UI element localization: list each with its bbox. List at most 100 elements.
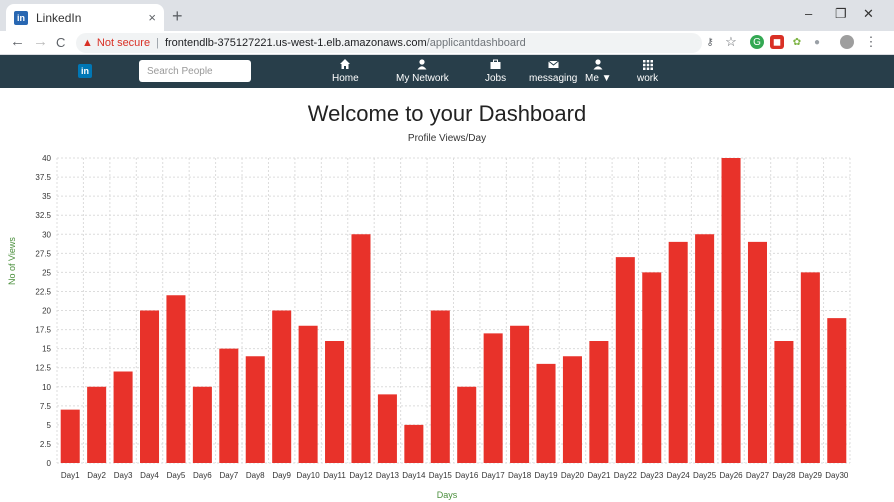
- nav-messaging[interactable]: messaging: [529, 58, 577, 84]
- x-tick-label: Day4: [140, 471, 159, 480]
- x-tick-label: Day25: [693, 471, 717, 480]
- x-axis-ticks: Day1 Day2 Day3 Day4 Day5 Day6 Day7 Day8 Day9 Day1…: [61, 471, 849, 480]
- bar-day15[interactable]: [430, 310, 450, 464]
- profile-views-chart: 0 2.5 5 7.5 10 12.5 15 17.5 20 22.5 25 27.5 30 32.5 35…: [35, 154, 851, 480]
- y-tick-label: 5: [47, 421, 52, 430]
- bar-day8[interactable]: [245, 356, 265, 463]
- nav-jobs[interactable]: Jobs: [485, 58, 506, 84]
- close-window-button[interactable]: ✕: [863, 6, 874, 21]
- x-tick-label: Day11: [323, 471, 346, 480]
- bar-day1[interactable]: [60, 409, 80, 463]
- nav-work[interactable]: work: [637, 58, 658, 84]
- x-tick-label: Day22: [614, 471, 638, 480]
- network-icon: [417, 59, 427, 70]
- linkedin-logo-icon[interactable]: in: [78, 64, 92, 78]
- bar-day17[interactable]: [483, 333, 503, 463]
- bar-day30[interactable]: [827, 318, 847, 463]
- y-tick-label: 12.5: [35, 364, 51, 373]
- messaging-icon: [547, 60, 559, 68]
- back-button[interactable]: ←: [10, 33, 25, 50]
- star-icon[interactable]: ☆: [725, 34, 737, 49]
- forward-button[interactable]: →: [33, 33, 48, 50]
- x-tick-label: Day13: [376, 471, 400, 480]
- y-tick-label: 7.5: [40, 402, 52, 411]
- bar-day6[interactable]: [192, 386, 212, 463]
- bar-day14[interactable]: [404, 424, 424, 463]
- linkedin-favicon-icon: in: [14, 10, 28, 25]
- bar-day9[interactable]: [272, 310, 292, 464]
- x-tick-label: Day6: [193, 471, 212, 480]
- bar-day4[interactable]: [140, 310, 160, 464]
- x-tick-label: Day30: [825, 471, 849, 480]
- address-toolbar: ← → C ▲ Not secure | frontendlb-37512722…: [0, 31, 894, 55]
- nav-my-network[interactable]: My Network: [396, 58, 449, 84]
- profile-avatar-icon[interactable]: [840, 35, 854, 49]
- security-label: Not secure: [96, 37, 151, 49]
- bar-day11[interactable]: [325, 341, 345, 463]
- y-tick-label: 22.5: [35, 287, 51, 296]
- extension-green-icon[interactable]: G: [750, 35, 764, 49]
- x-tick-label: Day16: [455, 471, 479, 480]
- x-tick-label: Day17: [482, 471, 506, 480]
- bar-day2[interactable]: [87, 386, 107, 463]
- bar-day26[interactable]: [721, 158, 741, 463]
- extension-red-icon[interactable]: ◼: [770, 35, 784, 49]
- bar-day3[interactable]: [113, 371, 133, 464]
- bar-day22[interactable]: [615, 257, 635, 463]
- bar-day7[interactable]: [219, 348, 239, 463]
- bar-day24[interactable]: [668, 241, 688, 463]
- bar-day18[interactable]: [510, 325, 530, 463]
- bar-day25[interactable]: [695, 234, 715, 463]
- x-tick-label: Day27: [746, 471, 770, 480]
- y-tick-label: 20: [42, 307, 51, 316]
- warning-icon: ▲: [82, 37, 93, 49]
- x-tick-label: Day20: [561, 471, 585, 480]
- extension-leaf-icon[interactable]: ✿: [792, 36, 802, 48]
- y-tick-label: 2.5: [40, 440, 52, 449]
- x-tick-label: Day26: [719, 471, 743, 480]
- bar-day23[interactable]: [642, 272, 662, 463]
- url-host: frontendlb-375127221.us-west-1.elb.amazo…: [164, 37, 427, 49]
- nav-home[interactable]: Home: [332, 58, 359, 84]
- bar-day29[interactable]: [800, 272, 820, 463]
- y-tick-label: 27.5: [35, 249, 51, 258]
- app-navbar: in Home My Network Jobs messaging Me ▼ w…: [0, 55, 894, 88]
- me-icon: [593, 59, 603, 70]
- minimize-button[interactable]: –: [805, 6, 813, 21]
- bar-day5[interactable]: [166, 295, 186, 463]
- chart-grid: [56, 157, 851, 464]
- x-tick-label: Day5: [167, 471, 186, 480]
- nav-messaging-label: messaging: [529, 73, 578, 84]
- bar-day13[interactable]: [377, 394, 397, 463]
- url-separator: |: [156, 37, 159, 49]
- bar-day10[interactable]: [298, 325, 318, 463]
- new-tab-button[interactable]: +: [172, 6, 183, 26]
- bar-day20[interactable]: [562, 356, 582, 463]
- bar-day16[interactable]: [457, 386, 477, 463]
- y-tick-label: 32.5: [35, 211, 51, 220]
- bar-day19[interactable]: [536, 363, 556, 463]
- tab-close-icon[interactable]: ×: [148, 10, 156, 25]
- nav-work-label: work: [637, 73, 659, 84]
- bar-day28[interactable]: [774, 341, 794, 463]
- jobs-icon: [490, 59, 501, 69]
- reload-button[interactable]: C: [56, 35, 66, 50]
- x-tick-label: Day23: [640, 471, 664, 480]
- browser-tab[interactable]: in LinkedIn ×: [6, 4, 164, 31]
- x-tick-label: Day3: [114, 471, 133, 480]
- browser-menu-icon[interactable]: ⋮: [864, 34, 878, 49]
- url-bar[interactable]: ▲ Not secure | frontendlb-375127221.us-w…: [76, 33, 702, 53]
- nav-home-label: Home: [332, 73, 359, 84]
- bar-day21[interactable]: [589, 341, 609, 463]
- bar-day27[interactable]: [747, 241, 767, 463]
- nav-me[interactable]: Me ▼: [585, 58, 612, 84]
- bar-day12[interactable]: [351, 234, 371, 463]
- extension-grey-icon[interactable]: ●: [813, 36, 821, 48]
- search-people-input[interactable]: [139, 60, 251, 82]
- x-tick-label: Day15: [429, 471, 453, 480]
- key-icon[interactable]: ⚷: [706, 36, 714, 48]
- x-tick-label: Day28: [772, 471, 796, 480]
- x-tick-label: Day14: [402, 471, 426, 480]
- restore-button[interactable]: ❐: [835, 6, 847, 21]
- home-icon: [340, 59, 351, 69]
